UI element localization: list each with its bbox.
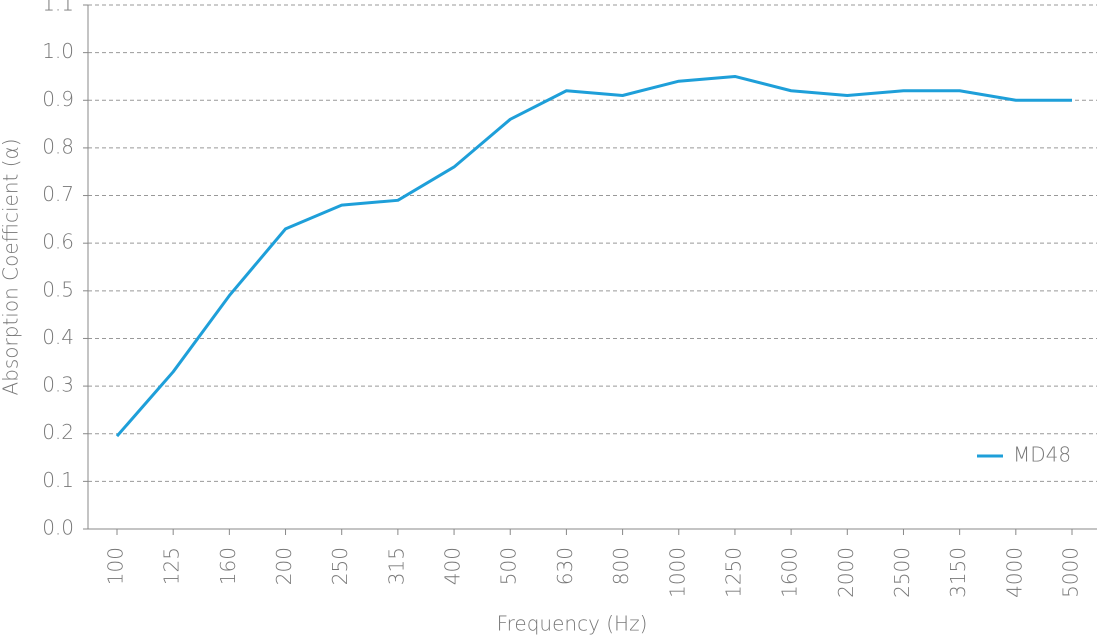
legend-label: MD48 xyxy=(1013,443,1071,467)
x-tick-label: 500 xyxy=(497,547,521,585)
y-tick-label: 1.0 xyxy=(42,39,74,63)
y-tick-label: 0.1 xyxy=(42,468,74,492)
x-tick-label: 1000 xyxy=(665,547,689,598)
y-tick-label: 0.5 xyxy=(42,277,74,301)
x-tick-label: 630 xyxy=(553,547,577,585)
y-tick-label: 0.6 xyxy=(42,230,74,254)
x-tick-label: 315 xyxy=(384,547,408,585)
x-tick-label: 5000 xyxy=(1059,547,1083,598)
x-tick-label: 100 xyxy=(104,547,128,585)
x-tick-label: 800 xyxy=(609,547,633,585)
x-axis-label: Frequency (Hz) xyxy=(497,612,648,636)
x-tick-label: 125 xyxy=(160,547,184,585)
x-tick-label: 1250 xyxy=(721,547,745,598)
x-tick-label: 1600 xyxy=(778,547,802,598)
x-tick-label: 4000 xyxy=(1002,547,1026,598)
y-tick-label: 0.7 xyxy=(42,182,74,206)
x-tick-label: 160 xyxy=(216,547,240,585)
y-tick-label: 0.4 xyxy=(42,325,74,349)
y-tick-label: 0.0 xyxy=(42,516,74,540)
y-tick-label: 0.8 xyxy=(42,134,74,158)
y-tick-label: 0.9 xyxy=(42,87,74,111)
y-tick-label: 1.1 xyxy=(42,0,74,16)
x-tick-label: 200 xyxy=(272,547,296,585)
x-tick-label: 3150 xyxy=(946,547,970,598)
y-tick-label: 0.2 xyxy=(42,420,74,444)
x-tick-label: 2000 xyxy=(834,547,858,598)
y-tick-label: 0.3 xyxy=(42,373,74,397)
x-tick-label: 2500 xyxy=(890,547,914,598)
x-tick-label: 400 xyxy=(441,547,465,585)
data-line xyxy=(115,74,1072,438)
y-axis-label: Absorption Coefficient (α) xyxy=(0,139,23,396)
x-tick-label: 250 xyxy=(328,547,352,585)
